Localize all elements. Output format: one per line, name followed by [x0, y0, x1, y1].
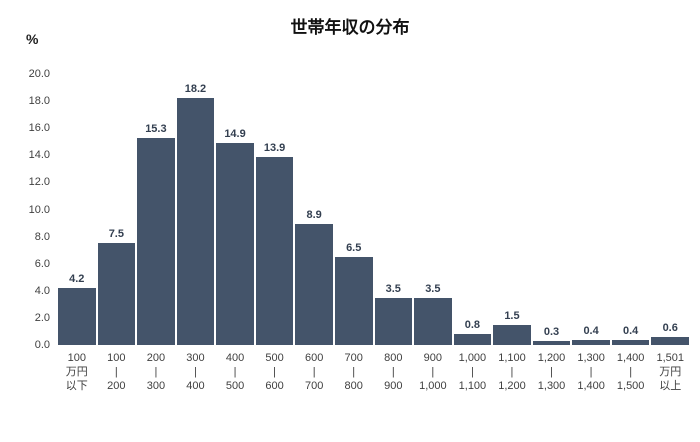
x-tick-label: 1,000 | 1,100: [458, 352, 487, 392]
y-tick-label: 20.0: [28, 68, 50, 80]
bar-value-label: 3.5: [385, 282, 401, 295]
bar-value-label: 7.5: [108, 228, 124, 241]
y-tick-label: 4.0: [34, 284, 50, 297]
x-tick-label: 100 万円 以下: [65, 352, 88, 392]
x-tick-label: 900 | 1,000: [419, 352, 447, 392]
bar-series: 4.2 7.5 15.3 18.2 14.9 13.9 8.9 6.5 3.5 3.5 0.8 1.5…: [57, 74, 690, 345]
y-tick-label: 0.0: [34, 339, 50, 351]
chart-title: 世帯年収の分布: [290, 18, 410, 37]
y-tick-label: 10.0: [28, 203, 50, 216]
bar-value-label: 0.4: [623, 324, 639, 337]
bar-value-label: 13.9: [263, 141, 286, 154]
y-axis-unit-label: %: [26, 31, 39, 47]
x-tick-label: 200 | 300: [146, 352, 166, 392]
bar-slot: 8.9: [294, 74, 334, 345]
bar-slot: 14.9: [215, 74, 255, 345]
bar-value-label: 0.8: [464, 319, 481, 332]
y-tick-label: 16.0: [28, 122, 50, 135]
bar: [414, 297, 452, 345]
y-tick-label: 12.0: [28, 176, 50, 189]
bar: [137, 137, 175, 345]
x-axis: 100 万円 以下 100 | 200 200 | 300 300 | 400 400 | 500 500 | 6…: [57, 351, 690, 393]
bar-value-label: 3.5: [425, 282, 441, 295]
bar-slot: 15.3: [136, 74, 176, 345]
bar: [611, 339, 650, 345]
bar-slot: 0.3: [532, 74, 572, 345]
bar: [255, 156, 294, 345]
bar: [651, 336, 689, 345]
x-tick-label: 100 | 200: [107, 352, 126, 392]
y-tick-label: 6.0: [34, 257, 50, 270]
bar-slot: 1.5: [492, 74, 532, 345]
x-tick-label: 1,100 | 1,200: [498, 352, 526, 392]
bar-value-label: 6.5: [346, 241, 362, 254]
bar-slot: 0.8: [453, 74, 493, 345]
bar: [97, 243, 136, 345]
x-tick-label: 700 | 800: [344, 352, 363, 392]
bar-slot: 6.5: [334, 74, 374, 345]
bar: [176, 98, 215, 345]
bar-slot: 7.5: [97, 74, 137, 345]
bar-slot: 0.4: [611, 74, 651, 345]
y-axis: 0.0 2.0 4.0 6.0 8.0 10.0 12.0 14.0 16.0 18.0 20.0: [6, 68, 50, 351]
bar-value-label: 4.2: [69, 273, 85, 286]
bar: [374, 297, 413, 345]
bar: [334, 256, 373, 345]
y-tick-label: 8.0: [34, 230, 50, 243]
x-tick-label: 600 | 700: [304, 352, 324, 392]
x-tick-label: 1,200 | 1,300: [537, 352, 566, 392]
bar: [216, 143, 254, 345]
bar-value-label: 1.5: [504, 309, 520, 322]
bar-value-label: 0.6: [662, 321, 678, 334]
bar: [58, 288, 96, 345]
bar: [453, 334, 492, 345]
x-tick-label: 1,501 万円 以上: [656, 352, 684, 392]
y-tick-label: 18.0: [28, 95, 50, 108]
bar-value-label: 8.9: [306, 209, 322, 222]
bar-value-label: 0.4: [583, 324, 599, 337]
x-tick-label: 1,400 | 1,500: [616, 352, 645, 392]
bar-slot: 4.2: [57, 74, 97, 345]
bar-value-label: 15.3: [145, 122, 167, 135]
x-tick-label: 1,300 | 1,400: [577, 352, 605, 392]
bar-value-label: 14.9: [224, 128, 246, 141]
y-tick-label: 14.0: [28, 149, 50, 162]
bar: [572, 339, 610, 345]
bar-slot: 18.2: [176, 74, 216, 345]
bar-slot: 0.6: [650, 74, 690, 345]
y-tick-label: 2.0: [34, 311, 50, 324]
bar-slot: 3.5: [374, 74, 414, 345]
bar-value-label: 0.3: [543, 325, 560, 338]
x-tick-label: 800 | 900: [384, 352, 403, 392]
x-tick-label: 400 | 500: [225, 352, 245, 392]
bar-value-label: 18.2: [184, 83, 207, 96]
bar: [493, 324, 531, 345]
plot-area: 4.2 7.5 15.3 18.2 14.9 13.9 8.9 6.5 3.5 3.5 0.8 1.5…: [57, 74, 690, 345]
bar: [532, 340, 571, 345]
x-tick-label: 300 | 400: [186, 352, 205, 392]
x-tick-label: 500 | 600: [265, 352, 284, 392]
bar-slot: 3.5: [413, 74, 453, 345]
bar-slot: 13.9: [255, 74, 295, 345]
bar-slot: 0.4: [571, 74, 611, 345]
bar: [295, 224, 333, 345]
